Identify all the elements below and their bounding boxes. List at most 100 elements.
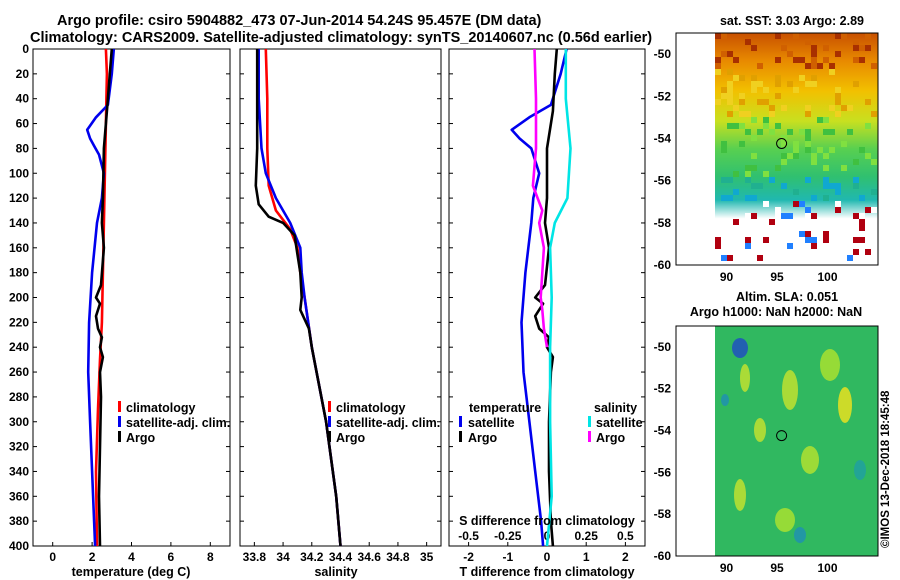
sst-pixel [781,45,787,51]
sst-pixel [769,111,775,117]
sst-pixel [751,81,757,87]
sst-pixel [835,93,841,99]
sst-pixel [721,231,727,237]
sst-pixel [847,255,853,261]
sla-feature [838,387,852,423]
depth-tick-label: 300 [9,415,29,429]
salinity-series [254,48,342,547]
sst-pixel [811,195,817,201]
sst-pixel [763,237,769,243]
s-tick-label: -0.5 [458,529,479,543]
sst-pixel [721,195,727,201]
sst-pixel [727,99,733,105]
sla-feature [801,446,819,474]
sst-pixel [739,225,745,231]
sst-pixel [805,141,811,147]
sst-pixel [745,129,751,135]
depth-tick-label: 320 [9,440,29,454]
legend-label-argo: Argo [336,431,366,445]
sst-pixel [745,177,751,183]
sst-pixel [853,231,859,237]
sst-pixel [817,117,823,123]
sst-pixel [781,183,787,189]
lat-tick-label: -52 [654,89,672,103]
sst-pixel [805,237,811,243]
legend-swatch-t-argo [459,431,462,442]
sst-pixel [853,219,859,225]
salinity-tick-labels: 33.8 34 34.2 34.4 34.6 34.8 35 [243,542,434,564]
sst-pixel [799,75,805,81]
sst-pixel [823,129,829,135]
sst-pixel [751,87,757,93]
s-tick-label: 0.5 [617,529,634,543]
sst-map: sat. SST: 3.03 Argo: 2.89 -50-52-54-56-5… [654,14,879,284]
sst-pixel [865,99,871,105]
lon-tick-label: 100 [817,270,837,284]
sst-pixel [811,63,817,69]
sst-pixel [835,111,841,117]
sst-pixel [805,63,811,69]
sst-pixel [727,255,733,261]
sst-pixel [805,39,811,45]
sst-pixel [811,153,817,159]
sst-pixel [721,147,727,153]
sst-map-title: sat. SST: 3.03 Argo: 2.89 [720,14,864,28]
sst-pixel [727,237,733,243]
sst-pixel [727,177,733,183]
sst-pixel [715,69,721,75]
s-tick-label: -0.25 [494,529,522,543]
sst-pixel [865,249,871,255]
difference-panel: -2 -1 0 1 2 -0.5 -0.25 0 0.25 0.5 T difference f… [448,48,646,579]
sst-pixel [835,87,841,93]
sst-pixel [745,195,751,201]
sla-feature [734,479,746,511]
sst-pixel [733,219,739,225]
sst-map-frame [675,32,879,266]
x-tick-label: 4 [128,550,135,564]
sst-pixel [823,231,829,237]
sst-pixel [811,51,817,57]
sst-pixel [727,195,733,201]
lat-tick-label: -52 [654,382,672,396]
sst-pixel [859,225,865,231]
sst-pixel [835,33,841,39]
lat-tick-label: -54 [654,424,672,438]
legend-title-temperature: temperature [469,401,541,415]
sla-feature [782,370,798,410]
sst-pixel [757,183,763,189]
sst-pixel [745,237,751,243]
lon-tick-label: 95 [770,270,784,284]
sst-pixel [757,243,763,249]
sst-pixel [715,33,721,39]
argo-position-marker [776,138,788,149]
sst-pixel [853,159,859,165]
depth-tick-marks [33,48,230,547]
depth-tick-label: 160 [9,241,29,255]
x-tick-label: 2 [89,550,96,564]
sla-feature [820,349,840,381]
sst-pixel [751,153,757,159]
legend-swatch-s-argo [588,431,591,442]
sst-pixel [811,237,817,243]
depth-tick-labels: 0 20 40 60 80 100 120 140 160 180 200 220 240 260 280 3… [9,42,29,553]
sst-pixel [835,189,841,195]
sst-pixel [829,63,835,69]
sst-pixel [787,243,793,249]
sst-pixel [829,69,835,75]
legend-label-t-argo: Argo [468,431,498,445]
sst-pixel [853,183,859,189]
sst-pixel [787,153,793,159]
sst-pixel [739,99,745,105]
altim-map-frame [675,325,879,557]
sst-pixel [811,57,817,63]
sla-feature [775,508,795,532]
depth-tick-label: 140 [9,216,29,230]
salinity-legend: climatology satellite-adj. clim. Argo [328,401,440,445]
sst-pixel [787,51,793,57]
depth-tick-label: 240 [9,340,29,354]
sst-pixel [727,123,733,129]
legend-swatch-t-satellite [459,416,462,427]
sst-pixel [811,81,817,87]
sst-pixel [871,111,877,117]
